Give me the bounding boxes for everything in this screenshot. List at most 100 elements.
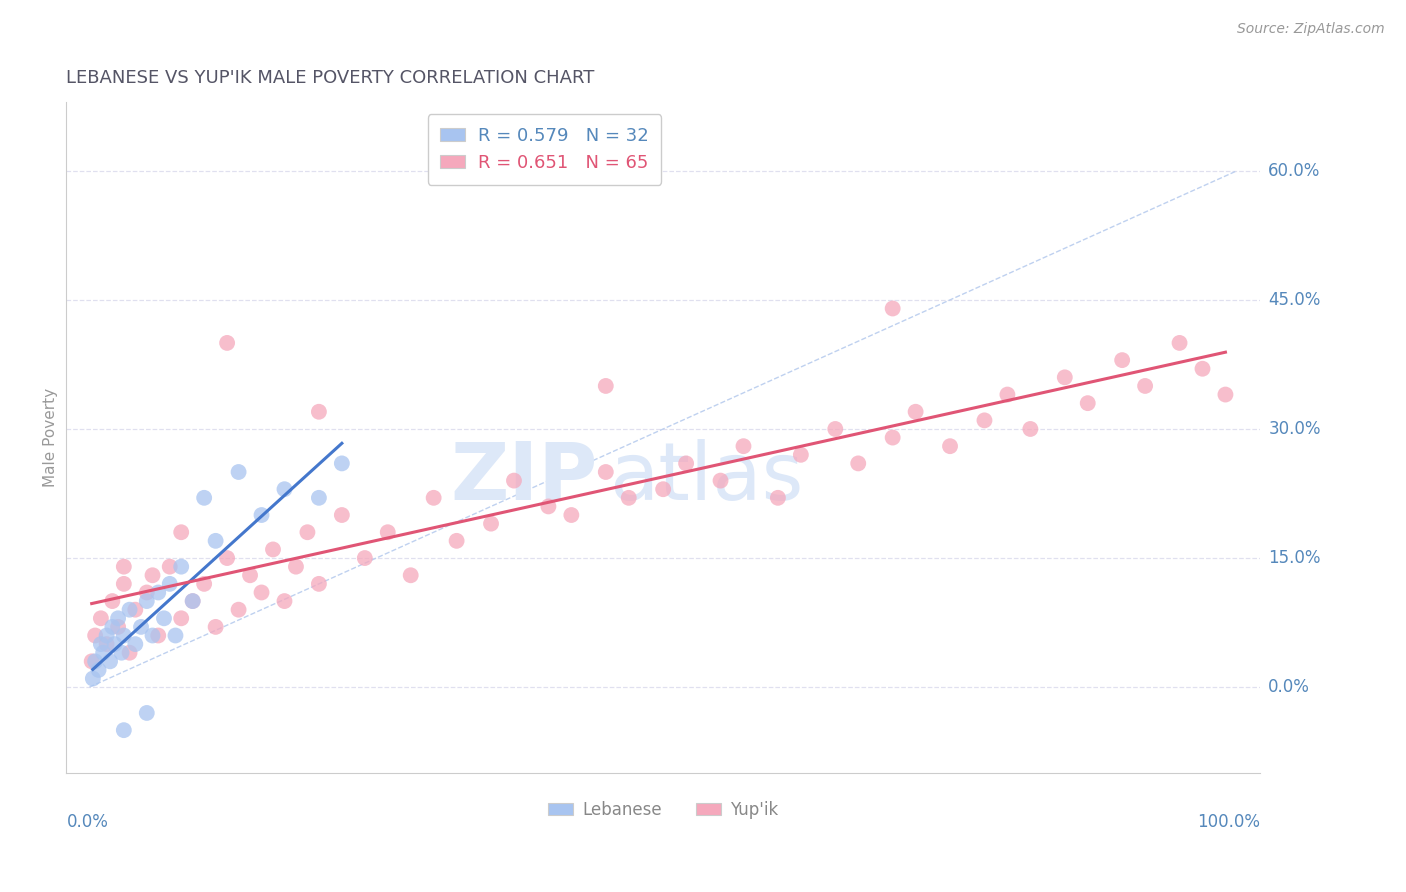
Point	[107, 620, 129, 634]
Point	[766, 491, 789, 505]
Point	[96, 628, 118, 642]
Point	[1111, 353, 1133, 368]
Point	[112, 628, 135, 642]
Point	[308, 577, 330, 591]
Point	[330, 508, 353, 522]
Point	[1077, 396, 1099, 410]
Text: ZIP: ZIP	[450, 439, 598, 516]
Point	[82, 672, 104, 686]
Point	[107, 611, 129, 625]
Point	[159, 559, 181, 574]
Point	[709, 474, 731, 488]
Point	[973, 413, 995, 427]
Point	[479, 516, 502, 531]
Point	[330, 456, 353, 470]
Y-axis label: Male Poverty: Male Poverty	[44, 388, 58, 487]
Point	[181, 594, 204, 608]
Point	[193, 577, 215, 591]
Point	[284, 559, 307, 574]
Point	[159, 577, 181, 591]
Point	[98, 654, 121, 668]
Text: 0.0%: 0.0%	[1268, 678, 1310, 696]
Point	[353, 551, 375, 566]
Point	[939, 439, 962, 453]
Text: atlas: atlas	[609, 439, 804, 516]
Point	[124, 637, 146, 651]
Point	[181, 594, 204, 608]
Point	[273, 482, 295, 496]
Point	[90, 611, 112, 625]
Point	[80, 654, 103, 668]
Point	[882, 301, 904, 316]
Point	[228, 465, 250, 479]
Text: LEBANESE VS YUP'IK MALE POVERTY CORRELATION CHART: LEBANESE VS YUP'IK MALE POVERTY CORRELAT…	[66, 69, 595, 87]
Point	[112, 577, 135, 591]
Point	[170, 525, 193, 540]
Text: 30.0%: 30.0%	[1268, 420, 1320, 438]
Point	[153, 611, 176, 625]
Point	[262, 542, 284, 557]
Point	[297, 525, 319, 540]
Point	[1215, 387, 1237, 401]
Point	[617, 491, 640, 505]
Point	[141, 628, 163, 642]
Point	[503, 474, 526, 488]
Text: 100.0%: 100.0%	[1197, 814, 1260, 831]
Text: 60.0%: 60.0%	[1268, 161, 1320, 180]
Point	[204, 620, 226, 634]
Point	[91, 646, 114, 660]
Point	[135, 585, 157, 599]
Point	[308, 405, 330, 419]
Text: 15.0%: 15.0%	[1268, 549, 1320, 567]
Point	[204, 533, 226, 548]
Point	[1191, 361, 1213, 376]
Point	[87, 663, 110, 677]
Point	[733, 439, 755, 453]
Point	[652, 482, 675, 496]
Point	[239, 568, 262, 582]
Point	[112, 559, 135, 574]
Point	[377, 525, 399, 540]
Point	[1133, 379, 1156, 393]
Point	[90, 637, 112, 651]
Point	[824, 422, 846, 436]
Point	[165, 628, 187, 642]
Point	[595, 465, 617, 479]
Point	[96, 637, 118, 651]
Text: 45.0%: 45.0%	[1268, 291, 1320, 309]
Point	[422, 491, 444, 505]
Point	[112, 723, 135, 738]
Point	[135, 594, 157, 608]
Point	[560, 508, 582, 522]
Point	[84, 654, 107, 668]
Point	[595, 379, 617, 393]
Point	[118, 646, 141, 660]
Point	[104, 637, 127, 651]
Point	[308, 491, 330, 505]
Point	[250, 585, 273, 599]
Point	[537, 500, 560, 514]
Point	[110, 646, 132, 660]
Point	[228, 603, 250, 617]
Point	[1053, 370, 1076, 384]
Point	[193, 491, 215, 505]
Point	[135, 706, 157, 720]
Point	[129, 620, 152, 634]
Point	[250, 508, 273, 522]
Point	[101, 620, 124, 634]
Point	[846, 456, 869, 470]
Text: Source: ZipAtlas.com: Source: ZipAtlas.com	[1237, 22, 1385, 37]
Point	[1019, 422, 1042, 436]
Point	[273, 594, 295, 608]
Text: 0.0%: 0.0%	[66, 814, 108, 831]
Point	[217, 551, 239, 566]
Point	[217, 335, 239, 350]
Point	[446, 533, 468, 548]
Point	[84, 628, 107, 642]
Legend: Lebanese, Yup'ik: Lebanese, Yup'ik	[541, 794, 786, 825]
Point	[148, 585, 170, 599]
Point	[1168, 335, 1191, 350]
Point	[101, 594, 124, 608]
Point	[790, 448, 813, 462]
Point	[675, 456, 697, 470]
